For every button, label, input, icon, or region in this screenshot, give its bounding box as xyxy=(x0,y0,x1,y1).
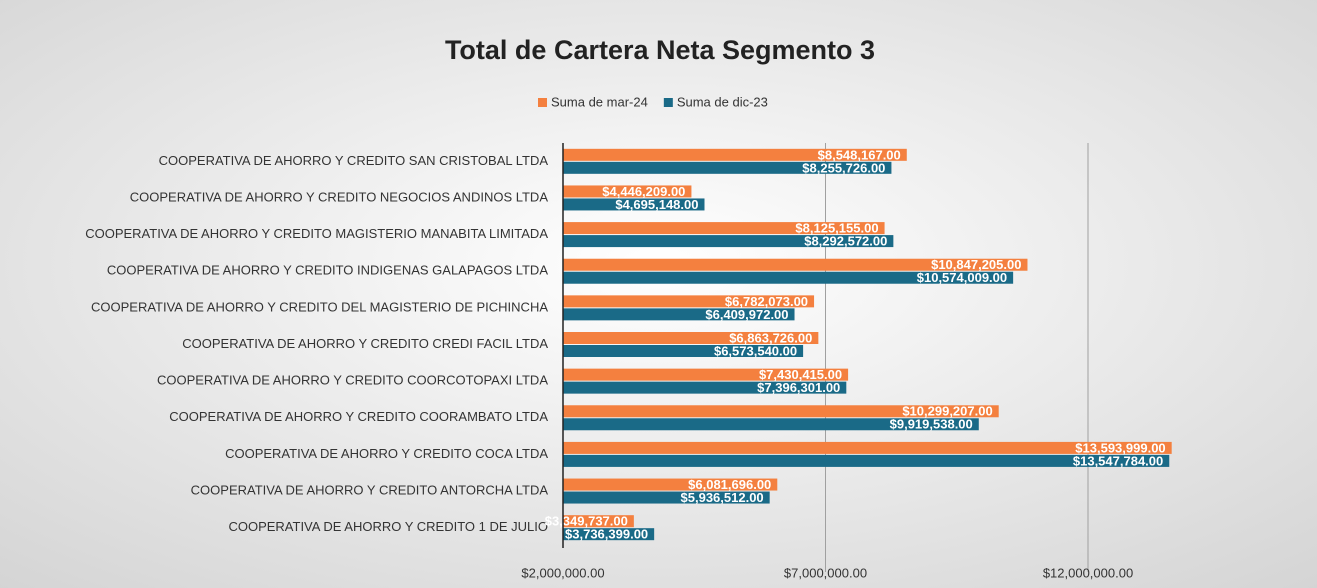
chart-title: Total de Cartera Neta Segmento 3 xyxy=(445,35,875,65)
value-label: $3,736,399.00 xyxy=(565,527,648,542)
bar xyxy=(563,441,1172,454)
legend-label: Suma de mar-24 xyxy=(551,94,648,109)
category-label: COOPERATIVA DE AHORRO Y CREDITO COORAMBA… xyxy=(169,409,548,424)
bar xyxy=(563,454,1170,467)
value-label: $8,292,572.00 xyxy=(804,234,887,249)
category-label: COOPERATIVA DE AHORRO Y CREDITO COCA LTD… xyxy=(225,446,548,461)
value-label: $5,936,512.00 xyxy=(681,490,764,505)
value-label: $6,782,073.00 xyxy=(725,294,808,309)
value-label: $10,299,207.00 xyxy=(902,404,992,419)
legend-label: Suma de dic-23 xyxy=(677,94,768,109)
bar xyxy=(563,148,907,161)
bar xyxy=(563,381,847,394)
category-label: COOPERATIVA DE AHORRO Y CREDITO COORCOTO… xyxy=(157,373,548,388)
value-label: $3,349,737.00 xyxy=(545,514,628,529)
bar xyxy=(563,418,979,431)
value-label: $7,396,301.00 xyxy=(757,380,840,395)
bar xyxy=(563,345,804,357)
bar xyxy=(563,271,1014,284)
bar xyxy=(563,405,999,418)
value-label: $8,255,726.00 xyxy=(802,160,885,175)
legend-swatch xyxy=(663,98,673,107)
value-label: $6,863,726.00 xyxy=(729,330,812,345)
x-tick-label: $12,000,000.00 xyxy=(1043,565,1133,580)
bar xyxy=(563,332,819,344)
x-tick-label: $7,000,000.00 xyxy=(784,565,867,580)
value-label: $6,573,540.00 xyxy=(714,343,797,358)
category-label: COOPERATIVA DE AHORRO Y CREDITO DEL MAGI… xyxy=(91,299,548,314)
bar xyxy=(563,491,770,504)
bar xyxy=(563,235,894,248)
value-label: $6,409,972.00 xyxy=(705,307,788,322)
bar xyxy=(563,308,795,321)
category-label: COOPERATIVA DE AHORRO Y CREDITO SAN CRIS… xyxy=(159,153,549,168)
category-label: COOPERATIVA DE AHORRO Y CREDITO CREDI FA… xyxy=(182,336,548,351)
bar xyxy=(563,368,849,381)
value-label: $13,593,999.00 xyxy=(1075,440,1165,455)
category-label: COOPERATIVA DE AHORRO Y CREDITO MAGISTER… xyxy=(85,226,548,241)
value-label: $6,081,696.00 xyxy=(688,477,771,492)
bar xyxy=(563,222,885,235)
category-label: COOPERATIVA DE AHORRO Y CREDITO 1 DE JUL… xyxy=(228,519,548,534)
bar xyxy=(563,198,705,211)
legend-swatch xyxy=(538,98,547,107)
value-label: $10,847,205.00 xyxy=(931,257,1021,272)
value-label: $4,446,209.00 xyxy=(602,184,685,199)
value-label: $8,125,155.00 xyxy=(795,221,878,236)
bar xyxy=(563,528,655,541)
category-label: COOPERATIVA DE AHORRO Y CREDITO ANTORCHA… xyxy=(191,482,549,497)
value-label: $7,430,415.00 xyxy=(759,367,842,382)
bar xyxy=(563,478,778,491)
bar xyxy=(563,295,815,308)
value-label: $13,547,784.00 xyxy=(1073,453,1163,468)
value-label: $8,548,167.00 xyxy=(818,147,901,162)
category-label: COOPERATIVA DE AHORRO Y CREDITO INDIGENA… xyxy=(107,263,548,278)
bar xyxy=(563,258,1028,271)
bar xyxy=(563,161,892,174)
value-label: $4,695,148.00 xyxy=(615,197,698,212)
category-label: COOPERATIVA DE AHORRO Y CREDITO NEGOCIOS… xyxy=(130,189,549,204)
value-label: $10,574,009.00 xyxy=(917,270,1007,285)
bar xyxy=(563,185,692,198)
x-tick-label: $2,000,000.00 xyxy=(521,565,604,580)
value-label: $9,919,538.00 xyxy=(890,417,973,432)
bar xyxy=(563,515,634,528)
